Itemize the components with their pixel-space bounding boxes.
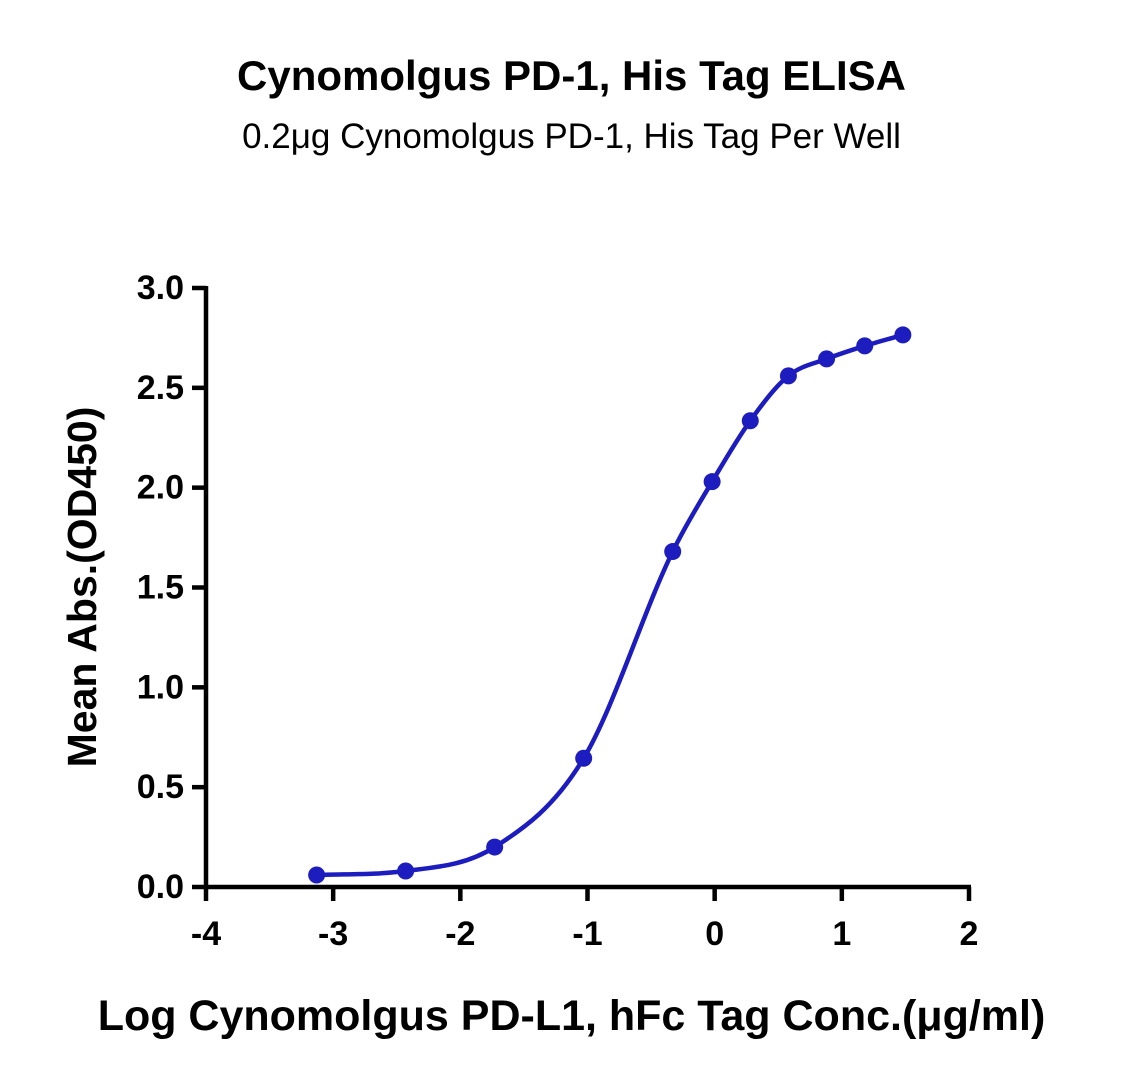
data-point — [308, 866, 326, 884]
x-tick-label: 1 — [832, 915, 851, 953]
data-point — [894, 326, 912, 344]
x-tick-label: 2 — [960, 915, 979, 953]
x-tick-label: -4 — [191, 915, 221, 953]
data-point — [818, 350, 836, 368]
y-tick-label: 1.5 — [137, 569, 184, 607]
data-point — [397, 862, 415, 880]
y-tick-label: 1.0 — [137, 668, 184, 706]
y-tick-label: 3.0 — [137, 269, 184, 307]
data-point — [779, 367, 797, 385]
x-tick-label: -2 — [445, 915, 475, 953]
data-point — [856, 337, 874, 355]
data-point — [703, 473, 721, 491]
y-tick-label: 2.0 — [137, 469, 184, 507]
chart-title: Cynomolgus PD-1, His Tag ELISA — [237, 52, 906, 99]
x-axis-label: Log Cynomolgus PD-L1, hFc Tag Conc.(μg/m… — [97, 992, 1046, 1040]
x-tick-label: -3 — [318, 915, 348, 953]
x-tick-label: 0 — [705, 915, 724, 953]
fitted-curve-line — [314, 332, 906, 878]
chart-subtitle: 0.2μg Cynomolgus PD-1, His Tag Per Well — [242, 117, 901, 156]
y-tick-label: 2.5 — [137, 369, 184, 407]
y-axis-label: Mean Abs.(OD450) — [59, 406, 105, 768]
data-point — [664, 543, 682, 561]
data-point — [575, 749, 593, 767]
data-point — [486, 838, 504, 856]
data-point — [741, 412, 759, 430]
y-tick-label: 0.0 — [137, 868, 184, 906]
y-tick-label: 0.5 — [137, 768, 184, 806]
x-tick-label: -1 — [572, 915, 602, 953]
